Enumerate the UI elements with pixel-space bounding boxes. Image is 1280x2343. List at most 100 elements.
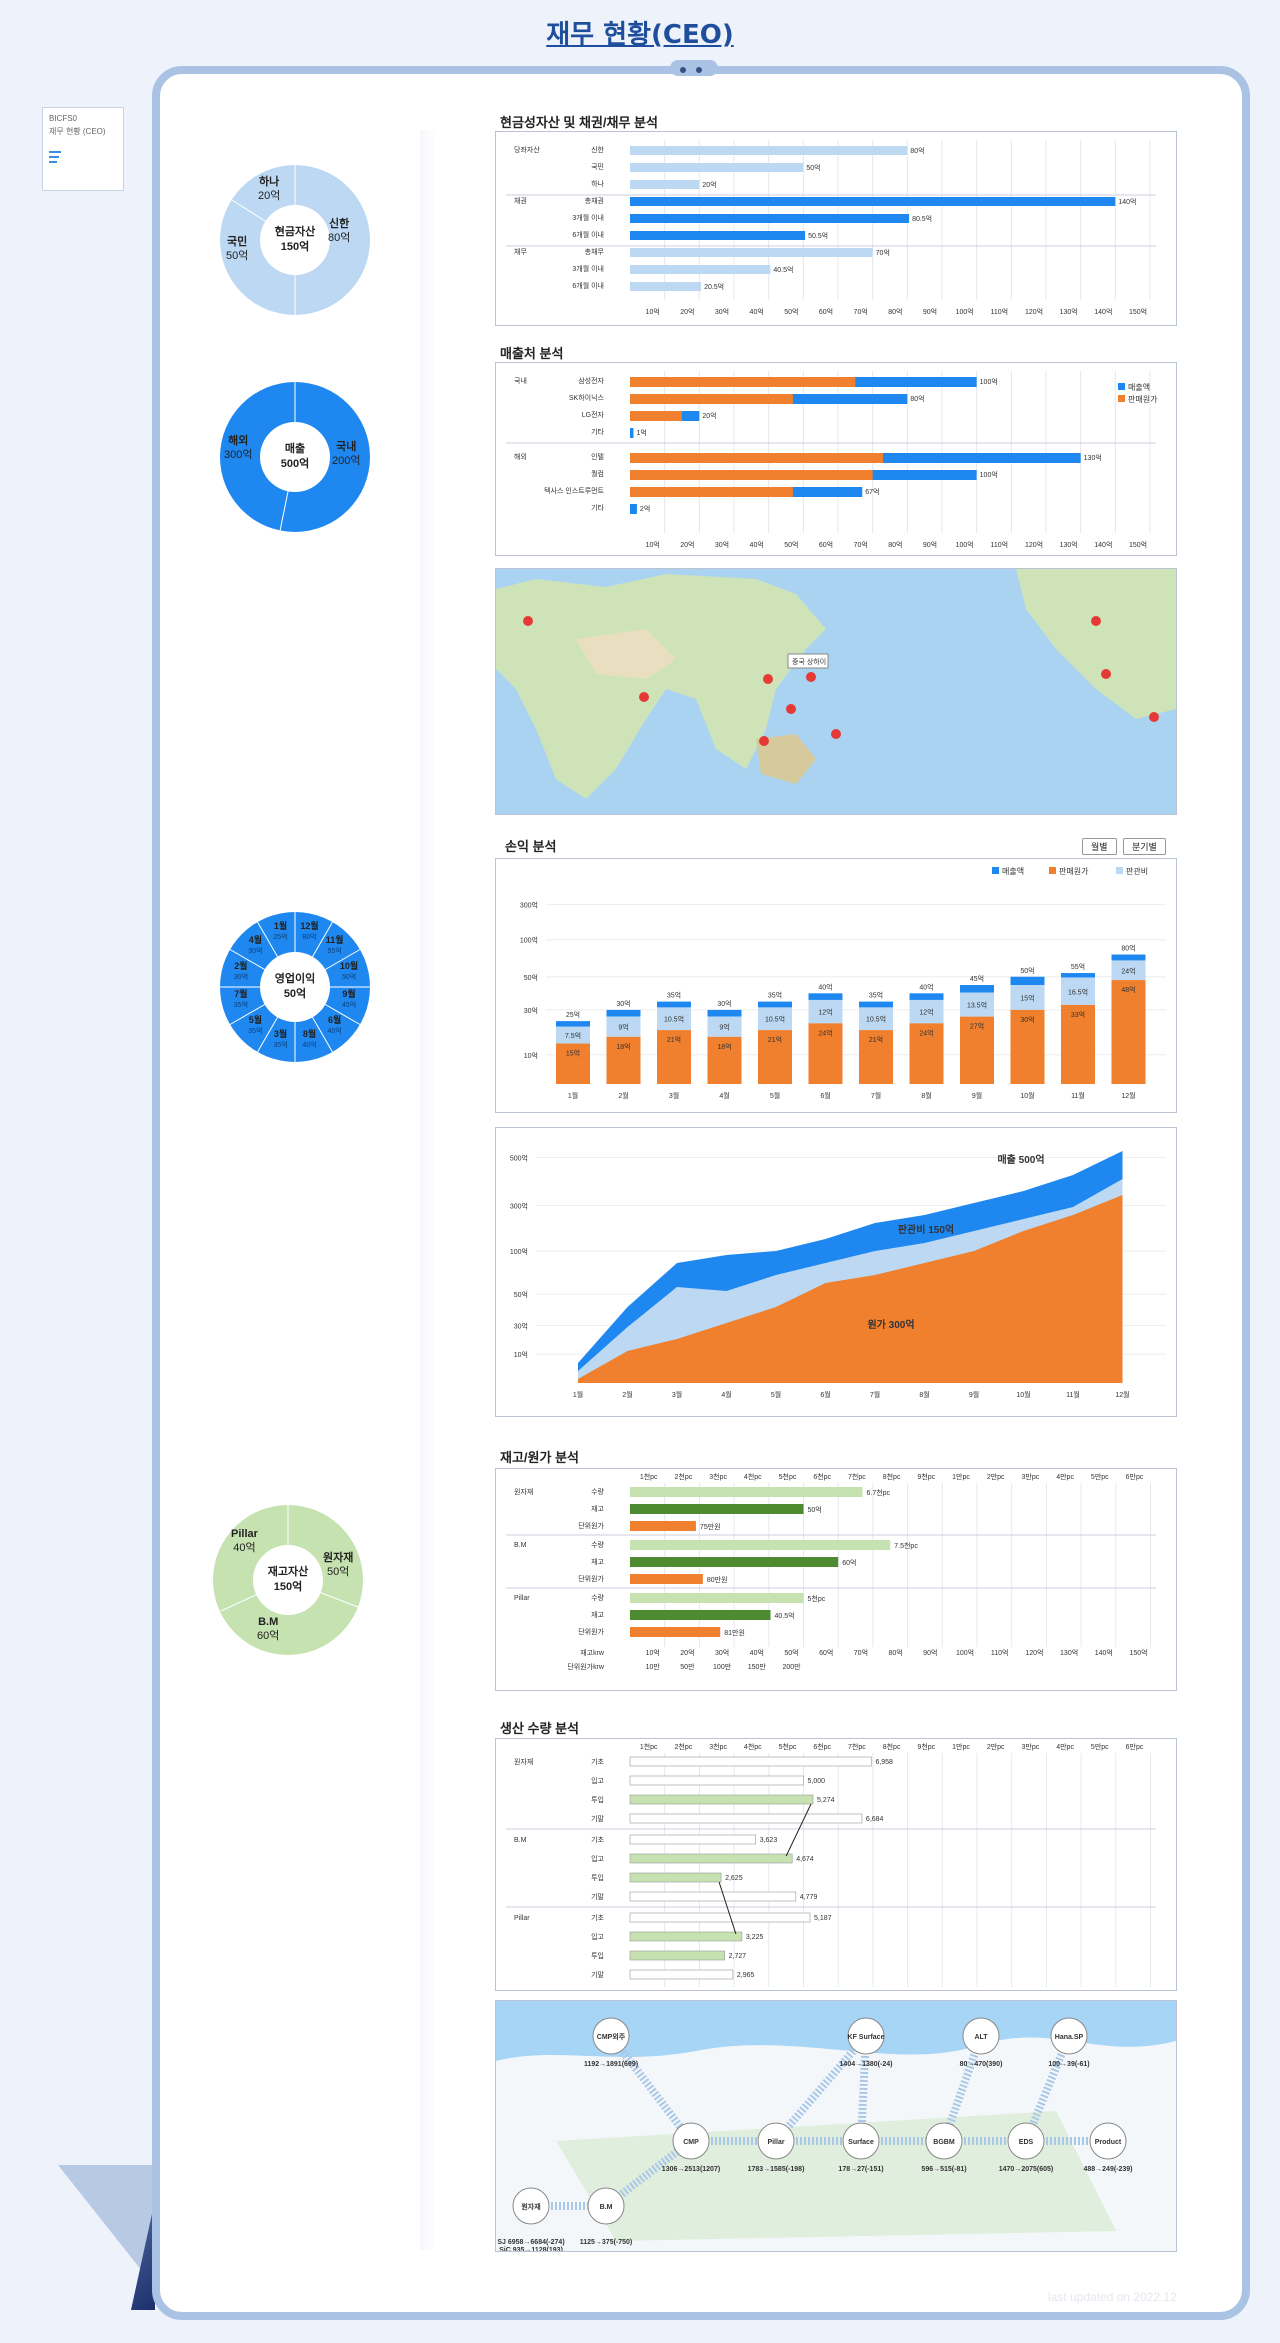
area-annotation: 판관비 150억 (898, 1223, 954, 1236)
top-tick-label: 2만pc (987, 1472, 1005, 1481)
sga-value-label: 16.5억 (1068, 988, 1088, 996)
op-profit-donut[interactable]: 영업이익 50억 12월 80억 11월 55억 10월 50억 9월 45억 6월 40억 8월 40… (220, 912, 370, 1062)
x-tick-label: 100억 (956, 541, 974, 549)
x-tick-label: 40억 (750, 541, 764, 549)
donut-label: B.M 60억 (257, 1616, 280, 1642)
area-annotation: 매출 500억 (997, 1153, 1044, 1166)
bar-value-label: 100억 (980, 378, 998, 386)
bar (630, 231, 806, 240)
sga-value-label: 9억 (719, 1024, 729, 1032)
unit-tick-label: 10만 (646, 1662, 661, 1671)
x-tick-label: 130억 (1060, 308, 1078, 316)
menu-lines-icon[interactable] (49, 151, 61, 153)
bar (630, 248, 873, 257)
row-label: 기말 (591, 1814, 604, 1823)
sales-chart-panel: 10억 20억 30억 40억 50억 60억 70억 80억 90억 100억 110억 120억 1… (495, 362, 1177, 556)
cost-bar (909, 1023, 944, 1084)
top-tick-label: 9천pc (917, 1742, 935, 1751)
row-label: 단위원가 (578, 1627, 604, 1636)
donut-label: 신한 80억 (328, 218, 351, 244)
donut-label: 하나 20억 (258, 176, 281, 202)
monthly-button[interactable]: 월별 (1082, 838, 1117, 855)
bar (630, 197, 1116, 206)
bar-value-label: 6.7천pc (866, 1488, 890, 1497)
sales-bar (1061, 973, 1095, 978)
flow-node-label: Product (1095, 2139, 1122, 2146)
sales-bar (909, 993, 944, 1000)
x-tick-label: 110억 (991, 308, 1009, 316)
sales-donut[interactable]: 매출 500억 국내 200억 해외 300억 (220, 382, 370, 532)
group-label: B.M (514, 1837, 527, 1844)
bar-value-label: 100억 (980, 471, 998, 479)
row-label: 수량 (591, 1488, 604, 1496)
quarterly-button[interactable]: 분기별 (1123, 838, 1166, 855)
sga-bar (859, 1007, 893, 1031)
bar-value-label: 70억 (876, 249, 890, 257)
bar-value-label: 60억 (842, 1559, 856, 1567)
map-pin-icon (831, 729, 841, 739)
flow-node-value: 1125→375(-750) (580, 2239, 633, 2246)
x-tick-label: 90억 (923, 541, 937, 549)
y-tick-label: 30억 (524, 1007, 538, 1015)
total-value-label: 55억 (1071, 963, 1085, 971)
map-pin-icon (523, 616, 533, 626)
top-tick-label: 3천pc (709, 1742, 727, 1751)
x-tick-label: 8월 (921, 1091, 931, 1100)
cash-chart-panel: 10억 20억 30억 40억 50억 60억 70억 80억 90억 100억 110억 120억 1… (495, 131, 1177, 326)
bar (629, 1931, 743, 1942)
bar-value-label: 5,274 (817, 1797, 835, 1804)
x-tick-label: 90억 (923, 1649, 937, 1657)
unit-tick-label: 150만 (748, 1662, 767, 1671)
menu-card[interactable]: BICFS0 재무 현황 (CEO) (42, 107, 124, 191)
x-tick-label: 80억 (888, 308, 902, 316)
sga-value-label: 15억 (1020, 994, 1034, 1002)
total-value-label: 45억 (970, 975, 984, 983)
top-tick-label: 5만pc (1091, 1742, 1109, 1751)
flow-node (587, 2187, 625, 2225)
cash-donut[interactable]: 현금자산 150억 신한 80억 국민 50억 하나 20억 (220, 165, 370, 315)
group-label: 원자재 (514, 1487, 533, 1496)
legend-label: 판매원가 (1128, 395, 1158, 404)
flow-node-value: 1470→2075(605) (999, 2166, 1054, 2173)
bar-value-label: 3,623 (760, 1837, 778, 1844)
x-tick-label: 60억 (819, 1649, 833, 1657)
total-value-label: 50억 (1020, 967, 1034, 975)
bar (630, 1557, 839, 1567)
x-tick-label: 70억 (854, 308, 868, 316)
cost-bar (1061, 1004, 1095, 1084)
sga-value-label: 10.5억 (664, 1016, 684, 1024)
row-label: 6개월 이내 (572, 281, 604, 290)
flow-node-value: 178→27(-151) (838, 2166, 883, 2173)
flow-node-label: CMP외주 (597, 2032, 626, 2041)
op-donut-label: 10월 50억 (339, 960, 359, 981)
bar (630, 163, 804, 172)
bar-value-label: 50억 (806, 164, 820, 172)
flow-node-value: 488→249(-239) (1083, 2166, 1132, 2173)
row-label: 기타 (591, 503, 604, 512)
x-tick-label: 30억 (715, 308, 729, 316)
x-tick-label: 130억 (1060, 1649, 1078, 1657)
x-tick-label: 5월 (770, 1091, 780, 1100)
inventory-donut[interactable]: 재고자산 150억 원자재 50억 B.M 60억 Pillar 40억 (213, 1505, 363, 1655)
flow-node (512, 2187, 550, 2225)
op-donut-label: 12월 80억 (300, 920, 319, 941)
x-tick-label: 20억 (680, 541, 694, 549)
top-tick-label: 3천pc (709, 1472, 727, 1481)
x-tick-label: 130억 (1060, 541, 1078, 549)
x-tick-label: 3월 (669, 1091, 679, 1100)
menu-code: BICFS0 (49, 114, 78, 123)
sga-bar (909, 999, 944, 1024)
y-tick-label: 500억 (510, 1154, 528, 1162)
op-donut-label: 7월 35억 (233, 989, 249, 1010)
cost-bar (808, 1023, 843, 1084)
sga-bar (758, 1007, 792, 1031)
bar-value-label: 7.5천pc (894, 1541, 918, 1550)
australia-land (756, 734, 816, 784)
cash-donut-center: 현금자산 150억 (260, 205, 330, 275)
legend-label: 판관비 (1126, 866, 1148, 876)
cost-value-label: 33억 (1071, 1011, 1085, 1019)
sales-map-panel[interactable]: 중국 상하이 (495, 568, 1177, 815)
op-donut-center: 영업이익 50억 (260, 952, 330, 1022)
cost-bar (1111, 980, 1146, 1084)
map-pin-icon (1149, 712, 1159, 722)
